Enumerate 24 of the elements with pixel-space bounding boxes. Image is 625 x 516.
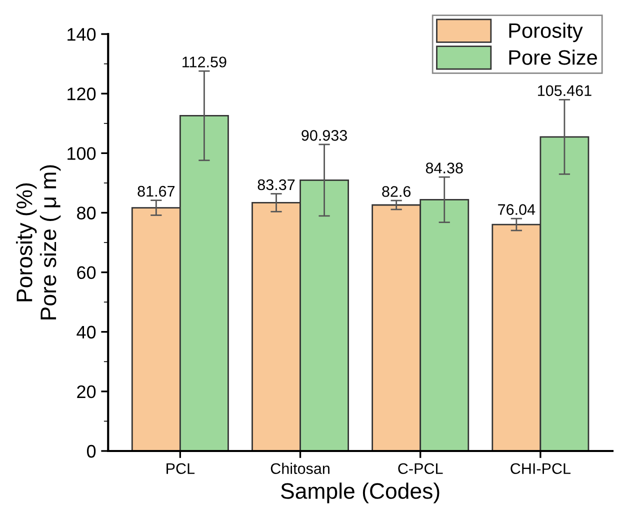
x-tick-label: Chitosan: [270, 462, 330, 474]
data-label: 105.461: [538, 85, 592, 96]
data-label: 112.59: [182, 56, 226, 68]
x-tick-label: CHI-PCL: [510, 463, 570, 474]
y-tick-label: 20: [77, 385, 96, 398]
legend-label: Pore Size: [509, 50, 597, 65]
y-tick-label: 60: [77, 266, 96, 280]
y-axis-title: Porosity (%) Pore size ( μ m): [16, 165, 61, 320]
data-label: 81.67: [138, 186, 175, 197]
legend-label: Porosity: [509, 22, 583, 42]
y-tick-label: 120: [68, 88, 96, 100]
y-tick-label: 0: [86, 444, 96, 458]
data-label: 84.38: [426, 162, 463, 174]
data-label: 83.37: [258, 179, 295, 190]
x-axis-title: Sample (Codes): [281, 482, 440, 504]
y-tick-label: 40: [76, 326, 96, 339]
data-label: 76.04: [498, 204, 536, 215]
y-tick-label: 140: [68, 28, 96, 41]
y-tick-label: 80: [77, 206, 96, 220]
x-tick-label: C-PCL: [398, 463, 443, 474]
data-label: 82.6: [382, 186, 411, 197]
y-tick-label: 100: [68, 147, 96, 160]
data-label: 90.933: [302, 130, 347, 141]
x-tick-label: PCL: [166, 463, 195, 474]
